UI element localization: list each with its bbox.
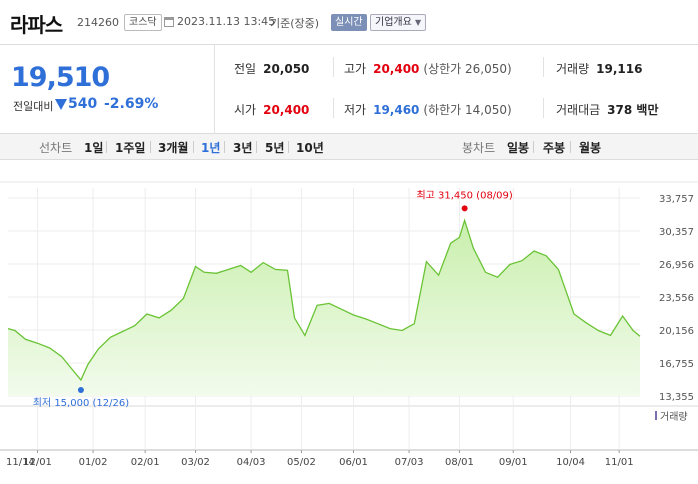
price-chart-svg: 33,757 30,357 26,956 23,556 20,156 16,755 13,3…: [0, 181, 698, 468]
compare-label: 전일대비: [13, 100, 54, 113]
divider: [543, 98, 544, 118]
divider: [533, 141, 534, 153]
candle-weekly-button[interactable]: 주봉: [543, 141, 566, 155]
y-tick-label: 16,755: [659, 359, 694, 370]
stat-high-value: 20,400: [373, 62, 420, 76]
stock-code: 214260: [77, 16, 119, 29]
change-rate: -2.69%: [104, 96, 159, 112]
divider: [193, 141, 194, 153]
x-tick-label: 11/14: [6, 457, 35, 468]
candle-daily-button[interactable]: 일봉: [507, 141, 530, 155]
period-10y-button[interactable]: 10년: [296, 141, 324, 155]
stat-amount-label: 거래대금: [556, 103, 601, 117]
price-box: 19,510 전일대비 540 -2.69%: [0, 45, 215, 133]
period-5y-button[interactable]: 5년: [265, 141, 285, 155]
stat-prev-label: 전일: [234, 62, 257, 76]
period-1d-button[interactable]: 1일: [84, 141, 104, 155]
volume-label: 거래량: [660, 411, 688, 423]
y-tick-label: 13,355: [659, 392, 694, 403]
period-3y-button[interactable]: 3년: [233, 141, 253, 155]
stat-high-label: 고가: [344, 62, 367, 76]
divider: [333, 98, 334, 118]
stat-open: 시가 20,400: [234, 101, 309, 118]
x-tick-label: 06/01: [339, 457, 368, 468]
market-badge: 코스닥: [124, 14, 162, 31]
divider: [224, 141, 225, 153]
y-tick-label: 20,156: [659, 326, 694, 337]
y-tick-label: 23,556: [659, 293, 694, 304]
divider: [106, 141, 107, 153]
divider: [543, 57, 544, 77]
down-arrow-icon: [55, 99, 67, 110]
stat-volume-label: 거래량: [556, 62, 590, 76]
stat-amount: 거래대금 378 백만: [556, 101, 658, 118]
company-overview-button[interactable]: 기업개요 ▼: [370, 14, 427, 31]
y-tick-label: 26,956: [659, 260, 694, 271]
stock-name: 라파스: [10, 13, 63, 37]
stat-open-value: 20,400: [263, 103, 310, 117]
price-change: 540: [68, 96, 98, 112]
candle-chart-label: 봉차트: [462, 141, 496, 155]
price-chart[interactable]: 33,757 30,357 26,956 23,556 20,156 16,755 13,3…: [0, 160, 698, 484]
stat-low-label: 저가: [344, 103, 367, 117]
x-tick-label: 09/01: [499, 457, 528, 468]
stat-open-label: 시가: [234, 103, 257, 117]
min-price-label: 최저 15,000 (12/26): [33, 397, 129, 409]
min-point-marker: [77, 387, 84, 394]
divider: [333, 57, 334, 77]
max-point-marker: [461, 205, 468, 212]
divider: [288, 141, 289, 153]
stat-low: 저가 19,460 (하한가 14,050): [344, 101, 512, 118]
x-tick-label: 11/01: [605, 457, 634, 468]
x-tick-label: 05/02: [287, 457, 316, 468]
dropdown-arrow-icon: ▼: [415, 18, 422, 27]
candle-monthly-button[interactable]: 월봉: [579, 141, 602, 155]
x-tick-label: 12/01: [23, 457, 52, 468]
upper-limit: (상한가 26,050): [423, 62, 512, 76]
volume-legend-swatch: [655, 411, 657, 420]
x-tick-label: 03/02: [181, 457, 210, 468]
stat-volume: 거래량 19,116: [556, 60, 642, 77]
current-price: 19,510: [11, 62, 110, 93]
realtime-badge[interactable]: 실시간: [331, 14, 367, 31]
lower-limit: (하한가 14,050): [423, 103, 512, 117]
quote-datetime: 2023.11.13 13:45: [177, 15, 276, 28]
y-tick-label: 33,757: [659, 194, 694, 205]
y-tick-label: 30,357: [659, 227, 694, 238]
divider: [570, 141, 571, 153]
stat-prev-value: 20,050: [263, 62, 310, 76]
stat-amount-value: 378 백만: [607, 103, 659, 117]
divider: [150, 141, 151, 153]
x-tick-label: 02/01: [131, 457, 160, 468]
company-overview-label: 기업개요: [375, 17, 412, 28]
period-1w-button[interactable]: 1주일: [115, 141, 146, 155]
divider: [256, 141, 257, 153]
x-tick-label: 07/03: [395, 457, 424, 468]
x-tick-label: 08/01: [445, 457, 474, 468]
stat-prev: 전일 20,050: [234, 60, 309, 77]
x-tick-label: 01/02: [79, 457, 108, 468]
price-info-panel: 19,510 전일대비 540 -2.69% 전일 20,050 고가 20,400…: [0, 44, 698, 134]
x-tick-label: 04/03: [237, 457, 266, 468]
calendar-icon: [164, 17, 174, 27]
chart-period-bar: 선차트 1일 1주일 3개월 1년 3년 5년 10년 봉차트 일봉 주봉 월봉: [0, 134, 698, 160]
stat-volume-value: 19,116: [596, 62, 643, 76]
period-1y-button[interactable]: 1년: [201, 141, 221, 155]
price-area: [8, 220, 640, 396]
stat-high: 고가 20,400 (상한가 26,050): [344, 60, 512, 77]
x-tick-label: 10/04: [556, 457, 585, 468]
line-chart-label: 선차트: [39, 141, 73, 155]
stock-header: 라파스 214260 코스닥 2023.11.13 13:45 기준(장중) 실…: [0, 0, 698, 44]
period-3m-button[interactable]: 3개월: [158, 141, 189, 155]
max-price-label: 최고 31,450 (08/09): [416, 189, 512, 201]
quote-basis: 기준(장중): [270, 17, 320, 30]
price-line: [7, 218, 641, 382]
stat-low-value: 19,460: [373, 103, 420, 117]
